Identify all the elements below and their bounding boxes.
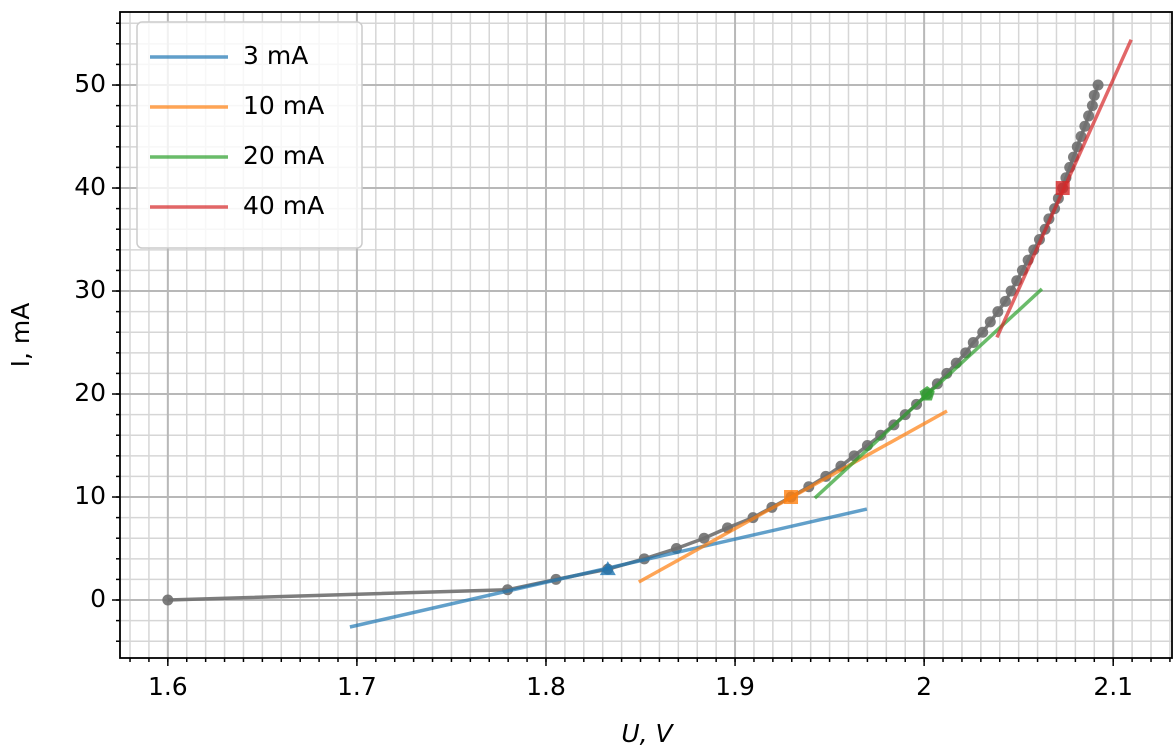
data-point — [1075, 131, 1087, 143]
marker — [919, 386, 935, 401]
data-point — [1005, 285, 1017, 297]
data-point — [1079, 120, 1091, 132]
marker — [1055, 181, 1070, 196]
legend-label: 20 mA — [243, 141, 324, 170]
x-tick-label: 2 — [916, 672, 932, 701]
data-point — [967, 337, 979, 349]
y-tick-label: 50 — [74, 69, 106, 98]
data-point — [1083, 110, 1095, 122]
x-tick-label: 2.1 — [1093, 672, 1133, 701]
data-point — [977, 326, 989, 338]
y-tick-label: 0 — [90, 584, 106, 613]
legend-box — [136, 21, 363, 249]
x-tick-label: 1.6 — [148, 672, 188, 701]
marker — [784, 490, 799, 505]
plot-frame — [119, 11, 1173, 659]
legend-label: 10 mA — [243, 91, 324, 120]
x-axis-label: U, V — [621, 719, 674, 748]
marker — [599, 561, 616, 576]
legend-label: 40 mA — [243, 191, 324, 220]
y-tick-label: 40 — [74, 172, 106, 201]
x-tick-label: 1.8 — [526, 672, 566, 701]
data-point — [698, 532, 710, 544]
y-tick-label: 20 — [74, 378, 106, 407]
data-point — [984, 316, 996, 328]
legend-label: 3 mA — [243, 41, 308, 70]
data-point — [1092, 79, 1104, 91]
y-axis-label: I, mA — [6, 303, 35, 368]
x-tick-label: 1.7 — [337, 672, 377, 701]
x-tick-label: 1.9 — [715, 672, 755, 701]
data-point — [162, 594, 174, 606]
y-tick-label: 10 — [74, 481, 106, 510]
y-tick-label: 30 — [74, 275, 106, 304]
data-point — [1088, 89, 1100, 101]
data-point — [1086, 100, 1098, 112]
data-point — [999, 295, 1011, 307]
data-point — [992, 306, 1004, 318]
